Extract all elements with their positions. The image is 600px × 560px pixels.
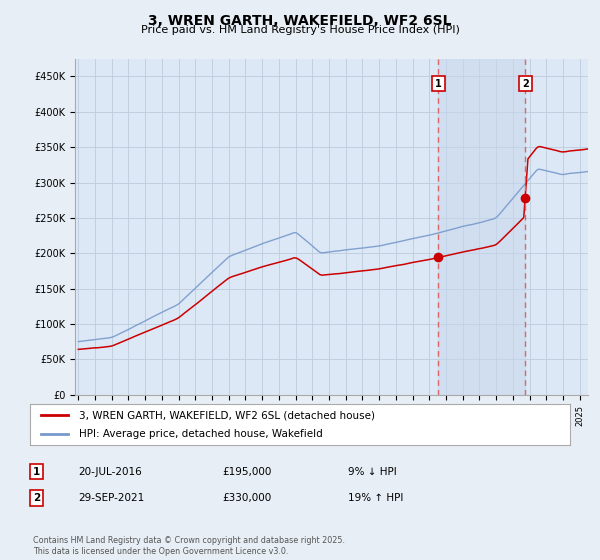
- Text: 29-SEP-2021: 29-SEP-2021: [78, 493, 144, 503]
- Text: 3, WREN GARTH, WAKEFIELD, WF2 6SL (detached house): 3, WREN GARTH, WAKEFIELD, WF2 6SL (detac…: [79, 410, 374, 421]
- Text: 20-JUL-2016: 20-JUL-2016: [78, 466, 142, 477]
- Text: 1: 1: [33, 466, 40, 477]
- Text: 3, WREN GARTH, WAKEFIELD, WF2 6SL: 3, WREN GARTH, WAKEFIELD, WF2 6SL: [148, 14, 452, 28]
- Text: 2: 2: [33, 493, 40, 503]
- Text: 1: 1: [435, 78, 442, 88]
- Text: £330,000: £330,000: [222, 493, 271, 503]
- Text: HPI: Average price, detached house, Wakefield: HPI: Average price, detached house, Wake…: [79, 429, 322, 439]
- Text: 19% ↑ HPI: 19% ↑ HPI: [348, 493, 403, 503]
- Text: 9% ↓ HPI: 9% ↓ HPI: [348, 466, 397, 477]
- Bar: [439, 59, 526, 395]
- Text: 2: 2: [522, 78, 529, 88]
- Text: Contains HM Land Registry data © Crown copyright and database right 2025.
This d: Contains HM Land Registry data © Crown c…: [33, 536, 345, 556]
- Text: Price paid vs. HM Land Registry's House Price Index (HPI): Price paid vs. HM Land Registry's House …: [140, 25, 460, 35]
- Text: £195,000: £195,000: [222, 466, 271, 477]
